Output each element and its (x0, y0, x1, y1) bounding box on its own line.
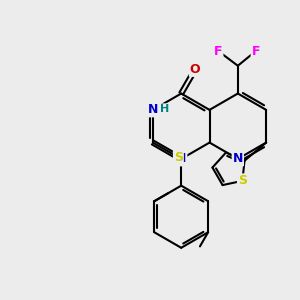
Text: H: H (160, 104, 169, 114)
Text: F: F (252, 44, 260, 58)
Text: N: N (232, 152, 243, 165)
Text: S: S (238, 174, 247, 188)
Text: N: N (176, 152, 186, 165)
Text: N: N (148, 103, 158, 116)
Text: O: O (190, 63, 200, 76)
Text: F: F (214, 44, 223, 58)
Text: S: S (174, 151, 183, 164)
